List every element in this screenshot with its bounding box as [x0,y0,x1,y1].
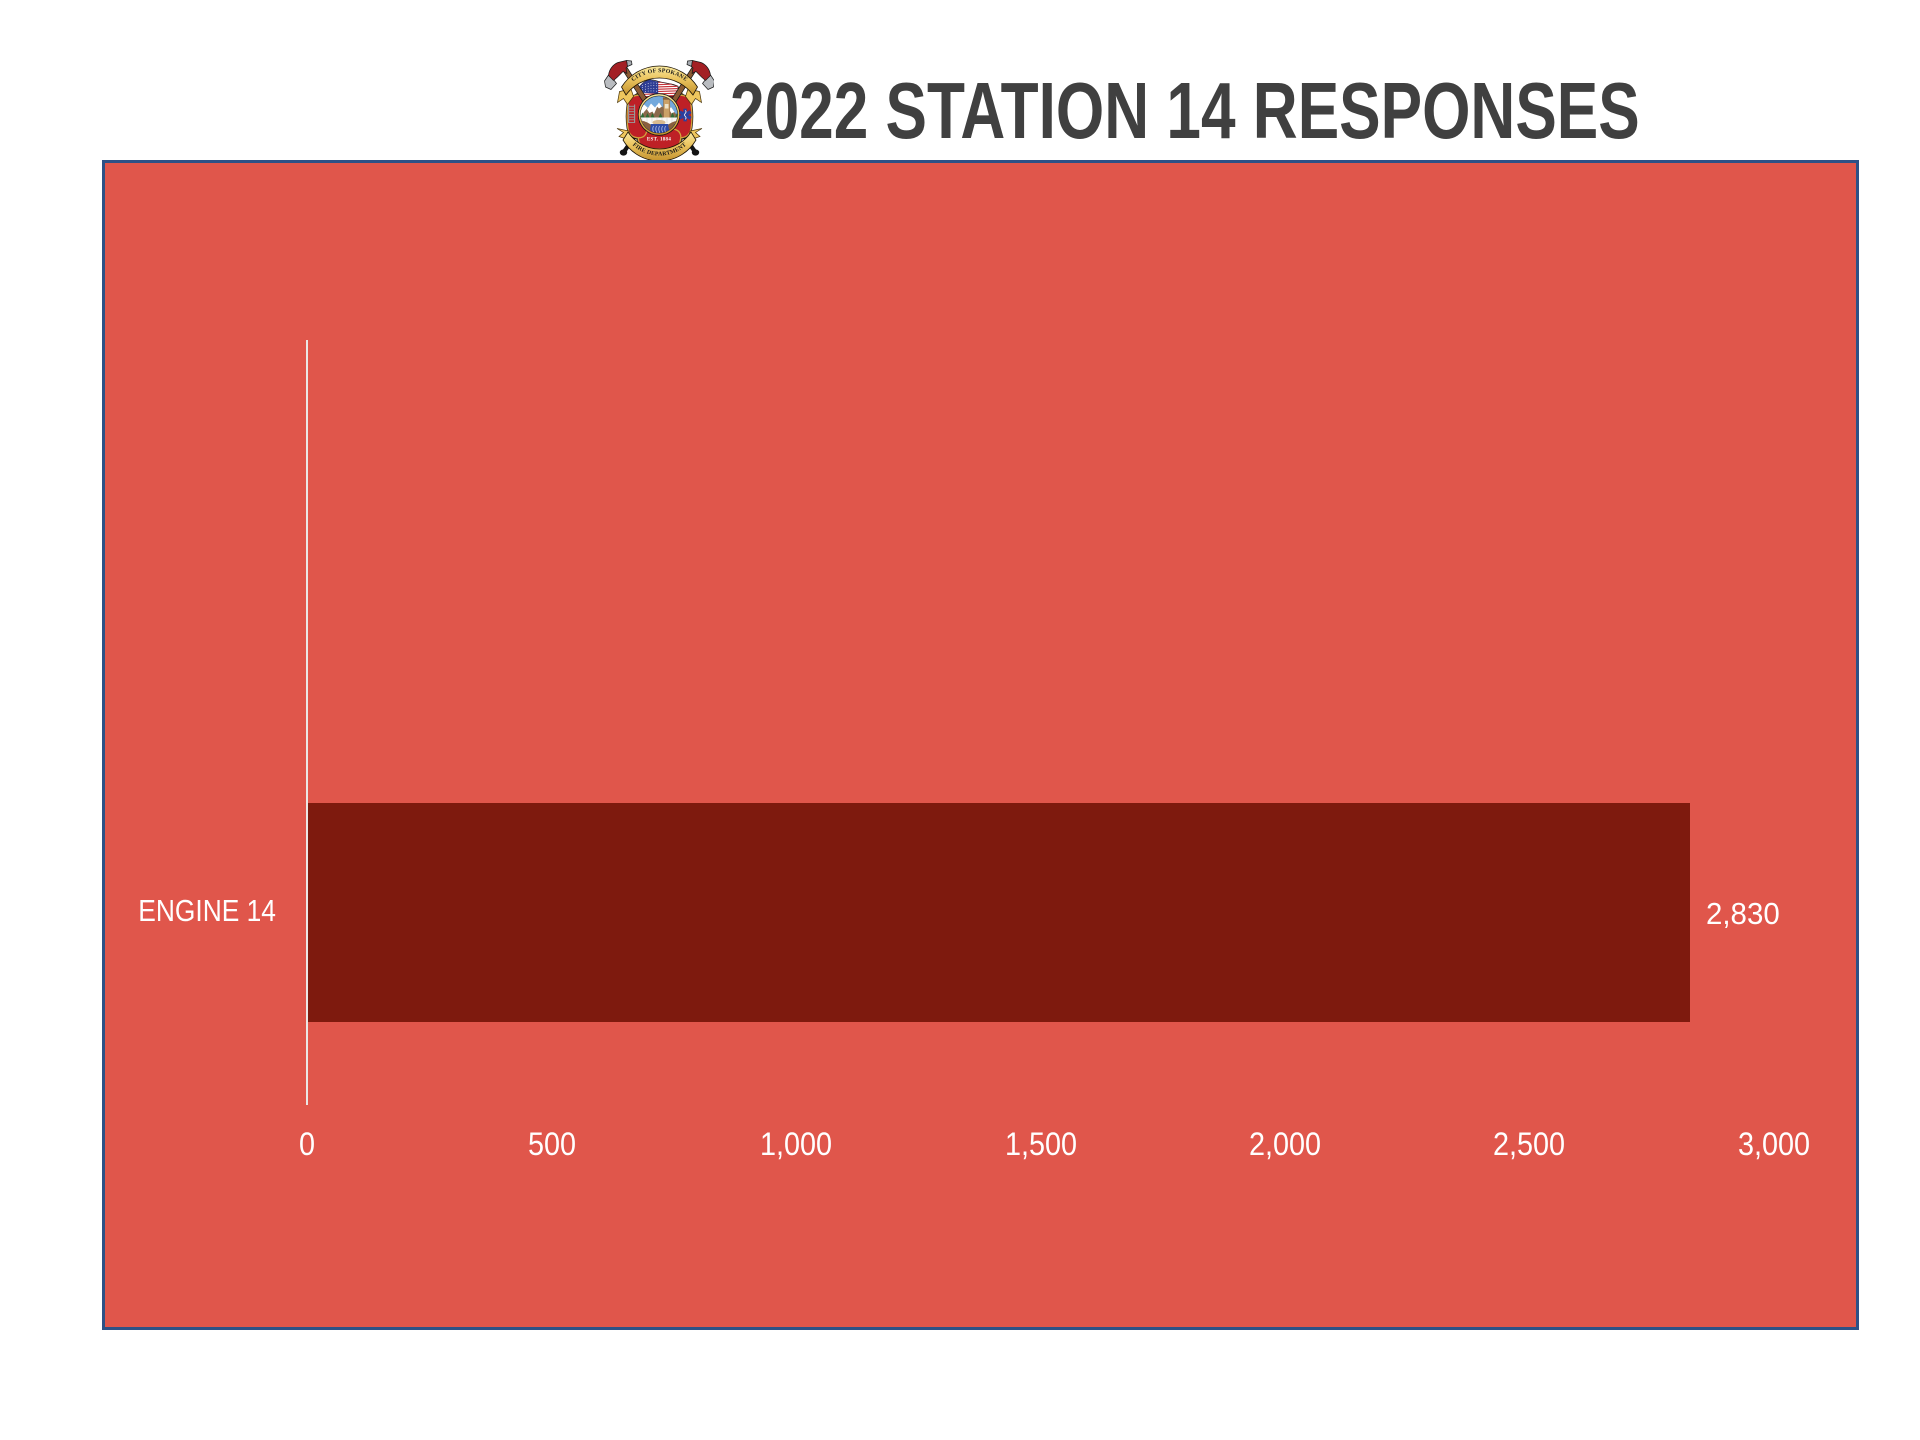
svg-text:EST. 1884: EST. 1884 [647,137,671,142]
